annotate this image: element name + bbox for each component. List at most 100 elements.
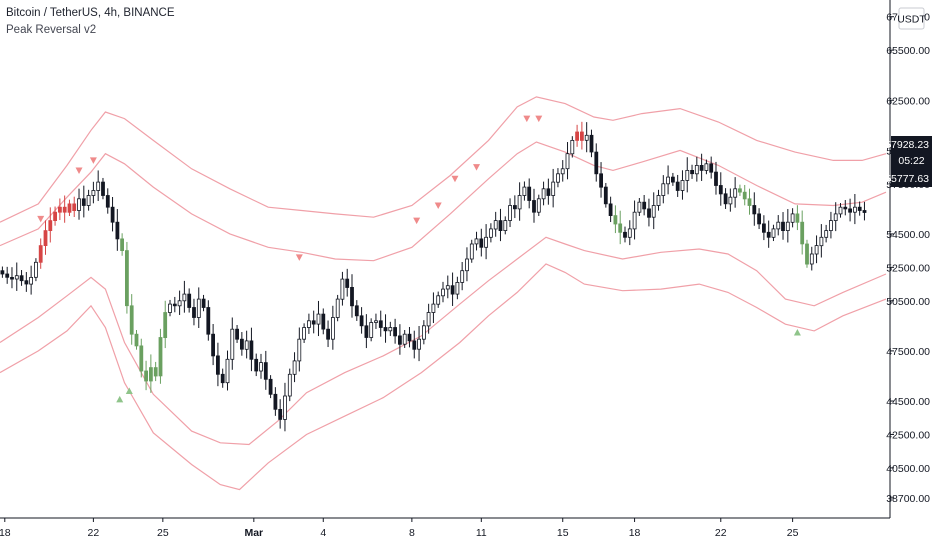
upper-price-label: 57928.23 — [885, 136, 932, 152]
candle — [172, 303, 177, 307]
candles — [0, 121, 867, 432]
candle — [460, 270, 465, 283]
candle — [781, 221, 785, 231]
candle — [848, 208, 852, 213]
candle — [556, 173, 560, 183]
candle — [369, 322, 374, 338]
candle — [383, 327, 388, 332]
candle — [220, 373, 225, 384]
indicator-title[interactable]: Peak Reversal v2 — [6, 24, 97, 36]
candle — [326, 328, 331, 340]
candle — [824, 230, 829, 238]
candle — [302, 327, 307, 340]
price-axis[interactable]: 67500.0065500.0062500.0059500.0057500.00… — [886, 12, 930, 505]
candle — [29, 276, 34, 285]
candle — [311, 320, 316, 325]
candle — [814, 245, 819, 255]
candle — [211, 333, 216, 357]
candle — [230, 328, 235, 360]
candle — [666, 176, 670, 185]
candle — [603, 186, 608, 205]
candle — [853, 206, 857, 213]
candle — [584, 134, 589, 141]
candle — [618, 223, 623, 233]
candle — [728, 196, 733, 205]
candle — [503, 220, 508, 232]
candle — [374, 320, 378, 323]
last-price-value: 55777.63 — [885, 173, 929, 185]
reversal-markers — [37, 115, 801, 403]
candle — [613, 215, 618, 225]
price-tick-label: 40500.00 — [886, 463, 930, 475]
candle — [805, 243, 809, 265]
price-tick-label: 42500.00 — [886, 429, 930, 441]
candle — [508, 205, 513, 221]
candle — [527, 186, 532, 201]
time-tick-label: 8 — [409, 527, 415, 539]
time-tick-label: Mar — [244, 527, 263, 539]
peak-up-marker — [125, 387, 133, 395]
candle — [330, 317, 335, 340]
time-tick-label: 18 — [629, 527, 641, 539]
symbol-title[interactable]: Bitcoin / TetherUS, 4h, BINANCE — [6, 7, 175, 19]
candle — [129, 305, 134, 335]
candle — [589, 134, 594, 153]
candle — [647, 208, 651, 218]
candle — [268, 378, 273, 395]
candle — [551, 181, 556, 196]
candle — [426, 312, 431, 327]
candle — [757, 213, 761, 225]
candle — [421, 325, 426, 340]
price-tick-label: 50500.00 — [886, 296, 930, 308]
bar-countdown-timer: 05:22 — [898, 155, 924, 167]
peak-down-marker — [75, 167, 83, 174]
peak-down-marker — [413, 217, 421, 225]
candle — [235, 328, 240, 340]
candle — [86, 195, 91, 206]
time-tick-label: 22 — [88, 527, 100, 539]
candle — [397, 335, 402, 345]
candle — [249, 340, 254, 360]
candle — [479, 238, 484, 248]
time-axis[interactable]: 18 22 25 Mar 4 8 11 15 18 22 25 — [0, 518, 799, 539]
candle — [738, 188, 742, 193]
candle — [704, 163, 709, 171]
candle — [34, 261, 38, 278]
candle — [316, 313, 321, 325]
candle — [565, 153, 570, 170]
candle — [469, 243, 474, 260]
candle — [441, 288, 445, 297]
candle — [72, 203, 77, 211]
peak-down-marker — [434, 202, 442, 210]
currency-badge[interactable]: USDT — [897, 7, 926, 30]
candle — [484, 236, 489, 248]
candle — [105, 195, 110, 208]
candle — [168, 303, 172, 313]
candle — [388, 327, 393, 332]
band-inner_lower — [0, 236, 887, 446]
candle — [101, 181, 105, 196]
candle — [120, 238, 124, 251]
candle — [517, 195, 522, 210]
candle — [417, 338, 422, 350]
candle — [455, 281, 460, 295]
candle — [829, 220, 833, 232]
candle — [661, 183, 666, 196]
candle — [785, 221, 790, 231]
candle — [81, 198, 86, 206]
candle — [292, 360, 297, 375]
candle — [800, 221, 805, 245]
time-tick-label: 4 — [320, 527, 326, 539]
candle — [680, 180, 685, 191]
candle — [38, 245, 43, 263]
chart-legend: Bitcoin / TetherUS, 4h, BINANCE Peak Rev… — [6, 5, 175, 39]
candle — [580, 131, 584, 141]
price-tick-label: 65500.00 — [886, 45, 930, 57]
candle — [699, 164, 704, 171]
candle — [436, 295, 441, 305]
candle — [263, 362, 268, 380]
candle — [709, 163, 714, 173]
price-tick-label: 52500.00 — [886, 262, 930, 274]
